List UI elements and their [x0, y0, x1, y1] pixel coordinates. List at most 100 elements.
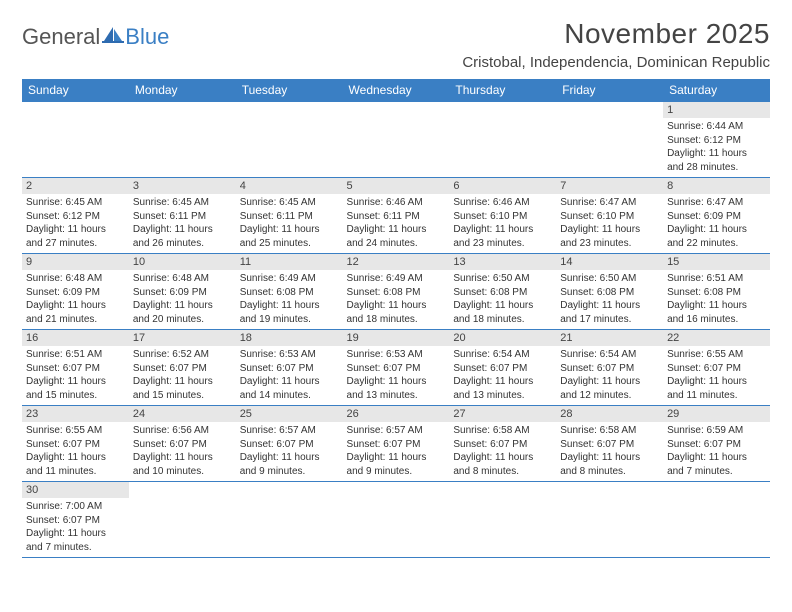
sunrise-text: Sunrise: 6:50 AM — [560, 272, 659, 286]
day-number: 30 — [22, 482, 129, 498]
sunset-text: Sunset: 6:07 PM — [453, 438, 552, 452]
sunrise-text: Sunrise: 6:51 AM — [26, 348, 125, 362]
daylight-text: Daylight: 11 hours and 7 minutes. — [667, 451, 766, 478]
calendar-day-cell — [129, 102, 236, 178]
calendar-day-cell — [556, 102, 663, 178]
daylight-text: Daylight: 11 hours and 17 minutes. — [560, 299, 659, 326]
day-details: Sunrise: 6:57 AMSunset: 6:07 PMDaylight:… — [343, 422, 450, 480]
calendar-day-cell: 28Sunrise: 6:58 AMSunset: 6:07 PMDayligh… — [556, 406, 663, 482]
day-number: 3 — [129, 178, 236, 194]
daylight-text: Daylight: 11 hours and 18 minutes. — [453, 299, 552, 326]
sunset-text: Sunset: 6:07 PM — [453, 362, 552, 376]
calendar-day-cell: 30Sunrise: 7:00 AMSunset: 6:07 PMDayligh… — [22, 482, 129, 558]
location-text: Cristobal, Independencia, Dominican Repu… — [462, 54, 770, 71]
calendar-day-cell: 20Sunrise: 6:54 AMSunset: 6:07 PMDayligh… — [449, 330, 556, 406]
calendar-day-cell: 29Sunrise: 6:59 AMSunset: 6:07 PMDayligh… — [663, 406, 770, 482]
sunrise-text: Sunrise: 6:56 AM — [133, 424, 232, 438]
day-number: 16 — [22, 330, 129, 346]
sunset-text: Sunset: 6:11 PM — [347, 210, 446, 224]
calendar-day-cell: 8Sunrise: 6:47 AMSunset: 6:09 PMDaylight… — [663, 178, 770, 254]
calendar-week-row: 9Sunrise: 6:48 AMSunset: 6:09 PMDaylight… — [22, 254, 770, 330]
calendar-day-cell: 25Sunrise: 6:57 AMSunset: 6:07 PMDayligh… — [236, 406, 343, 482]
day-details: Sunrise: 6:58 AMSunset: 6:07 PMDaylight:… — [449, 422, 556, 480]
sunrise-text: Sunrise: 6:55 AM — [26, 424, 125, 438]
sunset-text: Sunset: 6:08 PM — [347, 286, 446, 300]
day-details: Sunrise: 6:49 AMSunset: 6:08 PMDaylight:… — [343, 270, 450, 328]
sunset-text: Sunset: 6:08 PM — [453, 286, 552, 300]
calendar-day-cell: 11Sunrise: 6:49 AMSunset: 6:08 PMDayligh… — [236, 254, 343, 330]
day-number: 14 — [556, 254, 663, 270]
sunset-text: Sunset: 6:08 PM — [240, 286, 339, 300]
day-details: Sunrise: 6:59 AMSunset: 6:07 PMDaylight:… — [663, 422, 770, 480]
day-number: 17 — [129, 330, 236, 346]
brand-logo: General Blue — [22, 18, 169, 50]
sunrise-text: Sunrise: 6:59 AM — [667, 424, 766, 438]
sunrise-text: Sunrise: 6:44 AM — [667, 120, 766, 134]
day-details: Sunrise: 6:55 AMSunset: 6:07 PMDaylight:… — [663, 346, 770, 404]
month-title: November 2025 — [462, 18, 770, 50]
daylight-text: Daylight: 11 hours and 26 minutes. — [133, 223, 232, 250]
day-details: Sunrise: 6:48 AMSunset: 6:09 PMDaylight:… — [22, 270, 129, 328]
daylight-text: Daylight: 11 hours and 12 minutes. — [560, 375, 659, 402]
day-number: 20 — [449, 330, 556, 346]
sunrise-text: Sunrise: 6:49 AM — [240, 272, 339, 286]
calendar-day-cell: 2Sunrise: 6:45 AMSunset: 6:12 PMDaylight… — [22, 178, 129, 254]
day-number: 5 — [343, 178, 450, 194]
sunset-text: Sunset: 6:12 PM — [667, 134, 766, 148]
sunset-text: Sunset: 6:11 PM — [240, 210, 339, 224]
day-number: 12 — [343, 254, 450, 270]
day-details: Sunrise: 6:56 AMSunset: 6:07 PMDaylight:… — [129, 422, 236, 480]
title-block: November 2025 Cristobal, Independencia, … — [462, 18, 770, 71]
calendar-day-cell — [236, 482, 343, 558]
daylight-text: Daylight: 11 hours and 8 minutes. — [453, 451, 552, 478]
day-number: 11 — [236, 254, 343, 270]
calendar-day-cell: 27Sunrise: 6:58 AMSunset: 6:07 PMDayligh… — [449, 406, 556, 482]
calendar-day-cell — [236, 102, 343, 178]
calendar-day-cell: 1Sunrise: 6:44 AMSunset: 6:12 PMDaylight… — [663, 102, 770, 178]
day-details: Sunrise: 6:50 AMSunset: 6:08 PMDaylight:… — [556, 270, 663, 328]
day-details: Sunrise: 6:53 AMSunset: 6:07 PMDaylight:… — [236, 346, 343, 404]
day-number: 21 — [556, 330, 663, 346]
daylight-text: Daylight: 11 hours and 7 minutes. — [26, 527, 125, 554]
calendar-day-cell — [343, 102, 450, 178]
calendar-day-cell — [129, 482, 236, 558]
calendar-week-row: 23Sunrise: 6:55 AMSunset: 6:07 PMDayligh… — [22, 406, 770, 482]
sunset-text: Sunset: 6:07 PM — [240, 438, 339, 452]
calendar-day-cell — [556, 482, 663, 558]
sunset-text: Sunset: 6:07 PM — [26, 514, 125, 528]
daylight-text: Daylight: 11 hours and 8 minutes. — [560, 451, 659, 478]
sunset-text: Sunset: 6:12 PM — [26, 210, 125, 224]
calendar-day-cell — [449, 102, 556, 178]
calendar-day-cell: 23Sunrise: 6:55 AMSunset: 6:07 PMDayligh… — [22, 406, 129, 482]
sunrise-text: Sunrise: 6:57 AM — [240, 424, 339, 438]
day-number: 29 — [663, 406, 770, 422]
sunrise-text: Sunrise: 6:54 AM — [453, 348, 552, 362]
sunset-text: Sunset: 6:07 PM — [133, 438, 232, 452]
day-number: 28 — [556, 406, 663, 422]
calendar-day-cell: 4Sunrise: 6:45 AMSunset: 6:11 PMDaylight… — [236, 178, 343, 254]
day-number: 13 — [449, 254, 556, 270]
day-details: Sunrise: 6:50 AMSunset: 6:08 PMDaylight:… — [449, 270, 556, 328]
dayname-monday: Monday — [129, 79, 236, 102]
day-details: Sunrise: 7:00 AMSunset: 6:07 PMDaylight:… — [22, 498, 129, 556]
day-number: 15 — [663, 254, 770, 270]
daylight-text: Daylight: 11 hours and 9 minutes. — [347, 451, 446, 478]
day-details: Sunrise: 6:57 AMSunset: 6:07 PMDaylight:… — [236, 422, 343, 480]
calendar-body: 1Sunrise: 6:44 AMSunset: 6:12 PMDaylight… — [22, 102, 770, 558]
calendar-week-row: 1Sunrise: 6:44 AMSunset: 6:12 PMDaylight… — [22, 102, 770, 178]
calendar-day-cell — [449, 482, 556, 558]
sunset-text: Sunset: 6:07 PM — [560, 362, 659, 376]
dayname-tuesday: Tuesday — [236, 79, 343, 102]
sunset-text: Sunset: 6:07 PM — [347, 362, 446, 376]
daylight-text: Daylight: 11 hours and 10 minutes. — [133, 451, 232, 478]
calendar-day-cell: 3Sunrise: 6:45 AMSunset: 6:11 PMDaylight… — [129, 178, 236, 254]
calendar-day-cell — [343, 482, 450, 558]
calendar-week-row: 2Sunrise: 6:45 AMSunset: 6:12 PMDaylight… — [22, 178, 770, 254]
sunrise-text: Sunrise: 6:47 AM — [667, 196, 766, 210]
daylight-text: Daylight: 11 hours and 23 minutes. — [453, 223, 552, 250]
dayname-sunday: Sunday — [22, 79, 129, 102]
sunset-text: Sunset: 6:08 PM — [667, 286, 766, 300]
sunrise-text: Sunrise: 6:55 AM — [667, 348, 766, 362]
daylight-text: Daylight: 11 hours and 13 minutes. — [347, 375, 446, 402]
sunrise-text: Sunrise: 6:54 AM — [560, 348, 659, 362]
